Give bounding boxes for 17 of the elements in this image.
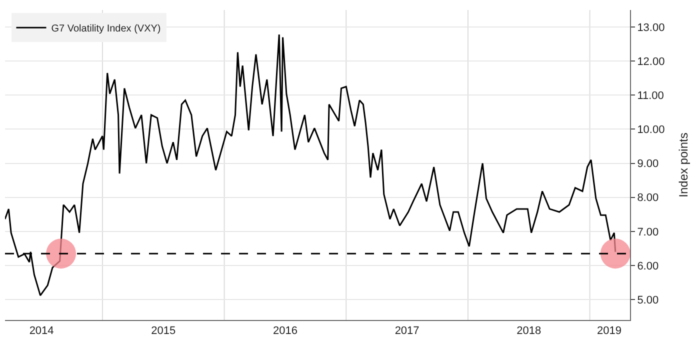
- y-axis-title: Index points: [676, 132, 691, 198]
- y-tick-label: 12.00: [637, 56, 665, 68]
- x-tick-label: 2018: [516, 325, 542, 338]
- x-tick-label: 2014: [29, 325, 54, 338]
- x-tick-label: 2015: [151, 325, 176, 338]
- x-tick-label: 2016: [272, 325, 298, 338]
- y-tick-label: 13.00: [637, 22, 665, 34]
- y-tick-label: 7.00: [637, 226, 659, 238]
- x-tick-label: 2017: [394, 325, 420, 338]
- y-tick-label: 6.00: [637, 260, 659, 272]
- y-tick-label: 10.00: [637, 124, 665, 136]
- y-tick-label: 11.00: [637, 90, 664, 102]
- y-tick-label: 5.00: [637, 294, 659, 306]
- legend-label: G7 Volatility Index (VXY): [51, 24, 161, 34]
- y-tick-label: 8.00: [637, 192, 659, 204]
- y-tick-label: 9.00: [637, 158, 659, 170]
- x-tick-label: 2019: [597, 325, 622, 338]
